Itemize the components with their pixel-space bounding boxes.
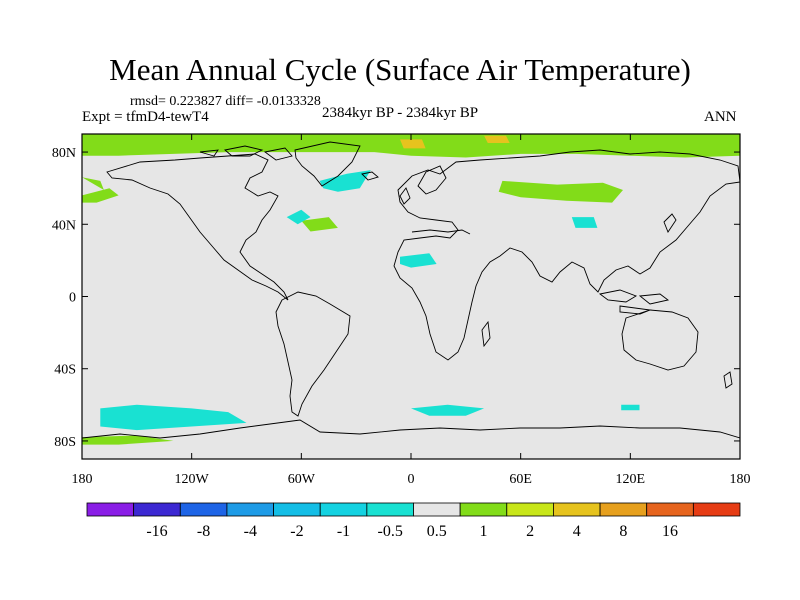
anomaly-southern-ocean-cool <box>100 404 247 431</box>
coastline-iceland <box>361 171 379 181</box>
colorbar-swatch <box>226 502 274 517</box>
anomaly-kara-warm <box>484 135 510 143</box>
colorbar-label: 1 <box>480 523 488 540</box>
anomaly-nw-atlantic-cool <box>286 209 311 225</box>
coastline-british-isles <box>399 187 411 205</box>
coastline-eurasia-africa <box>393 149 740 361</box>
x-tick-label: 60E <box>509 472 532 487</box>
colorbar: -16 -8 -4 -2 -1 -0.5 0.5 1 2 4 8 16 <box>86 502 741 540</box>
colorbar-swatch <box>86 502 135 517</box>
x-tick-label: 60W <box>288 472 316 487</box>
coastline-japan <box>663 213 677 233</box>
coastline-arctic-islands <box>199 145 293 161</box>
coastline-south-america <box>275 291 351 417</box>
y-tick-label: 40S <box>54 363 76 378</box>
colorbar-swatch <box>646 502 694 517</box>
anomaly-alaska-green <box>82 177 104 190</box>
coastline-scandinavia <box>417 165 447 195</box>
colorbar-label: 16 <box>662 523 678 540</box>
experiment-label: Expt = tfmD4-tewT4 <box>82 109 209 125</box>
coastline-mediterranean <box>411 229 471 235</box>
colorbar-swatch <box>692 502 741 517</box>
colorbar-swatch <box>179 502 228 517</box>
colorbar-label: -0.5 <box>378 523 403 540</box>
colorbar-swatch <box>133 502 181 517</box>
colorbar-swatch <box>366 502 414 517</box>
coastlines <box>82 141 740 439</box>
colorbar-swatch <box>599 502 648 517</box>
colorbar-label: -16 <box>146 523 167 540</box>
colorbar-label: -1 <box>337 523 350 540</box>
colorbar-label: 2 <box>526 523 534 540</box>
y-tick-label: 40N <box>52 218 76 233</box>
coastline-greenland <box>294 141 361 187</box>
x-tick-label: 180 <box>730 472 751 487</box>
season-label: ANN <box>704 109 737 125</box>
coastline-antarctica <box>82 419 740 439</box>
stats-label: rmsd= 0.223827 diff= -0.0133328 <box>130 94 321 109</box>
chart-title: Mean Annual Cycle (Surface Air Temperatu… <box>109 52 691 87</box>
anomaly-greenland-cool <box>319 170 371 192</box>
x-tick-label: 120W <box>175 472 210 487</box>
y-tick-label: 0 <box>69 291 76 306</box>
coastline-north-america <box>106 153 289 301</box>
y-tick-label: 80S <box>54 435 76 450</box>
coastline-australia <box>621 309 699 371</box>
coastline-madagascar <box>481 320 491 348</box>
anomaly-barents-warm <box>400 139 426 149</box>
anomaly-layer <box>82 134 740 445</box>
colorbar-swatch <box>319 502 368 517</box>
colorbar-swatch <box>553 502 601 517</box>
anomaly-ross-green <box>82 435 174 445</box>
anomaly-weddell-cool <box>411 404 485 416</box>
colorbar-swatch <box>273 502 321 517</box>
anomaly-north-atlantic-green <box>301 217 338 232</box>
x-tick-label: 120E <box>616 472 646 487</box>
anomaly-sahara-cool <box>400 253 437 268</box>
y-tick-label: 80N <box>52 146 76 161</box>
x-tick-label: 180 <box>72 472 93 487</box>
colorbar-label: 0.5 <box>427 523 447 540</box>
colorbar-label: -8 <box>197 523 210 540</box>
colorbar-label: 8 <box>619 523 627 540</box>
coastline-new-zealand <box>723 371 733 389</box>
colorbar-label: -4 <box>244 523 257 540</box>
anomaly-indian-cool <box>621 404 640 411</box>
colorbar-swatch <box>459 502 508 517</box>
axis-ticks: 80N 40N 0 40S 80S 180 120W 60W 0 60E 120E 180 <box>52 134 751 487</box>
colorbar-swatch <box>413 502 461 517</box>
colorbar-label: -2 <box>290 523 303 540</box>
period-label: 2384kyr BP - 2384kyr BP <box>322 105 479 121</box>
x-tick-label: 0 <box>408 472 415 487</box>
anomaly-north-pacific-green <box>82 188 119 203</box>
anomaly-siberia-green <box>498 180 623 203</box>
coastline-indonesia <box>598 289 670 315</box>
anomaly-asia-cool <box>571 217 598 228</box>
colorbar-swatch <box>506 502 554 517</box>
colorbar-label: 4 <box>573 523 581 540</box>
